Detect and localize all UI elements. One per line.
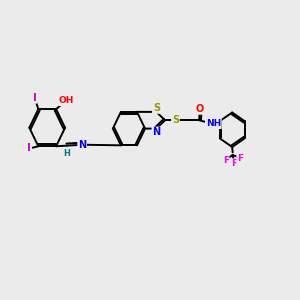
Text: N: N: [78, 140, 86, 150]
Text: F: F: [237, 154, 243, 163]
Text: I: I: [33, 93, 37, 103]
Text: H: H: [63, 148, 70, 158]
Text: F: F: [223, 156, 229, 165]
Text: I: I: [27, 143, 31, 153]
Text: NH: NH: [206, 119, 221, 128]
Text: F: F: [231, 159, 237, 168]
Text: OH: OH: [59, 96, 74, 105]
Text: O: O: [196, 104, 204, 114]
Text: S: S: [172, 115, 179, 125]
Text: N: N: [152, 128, 160, 137]
Text: S: S: [153, 103, 160, 113]
